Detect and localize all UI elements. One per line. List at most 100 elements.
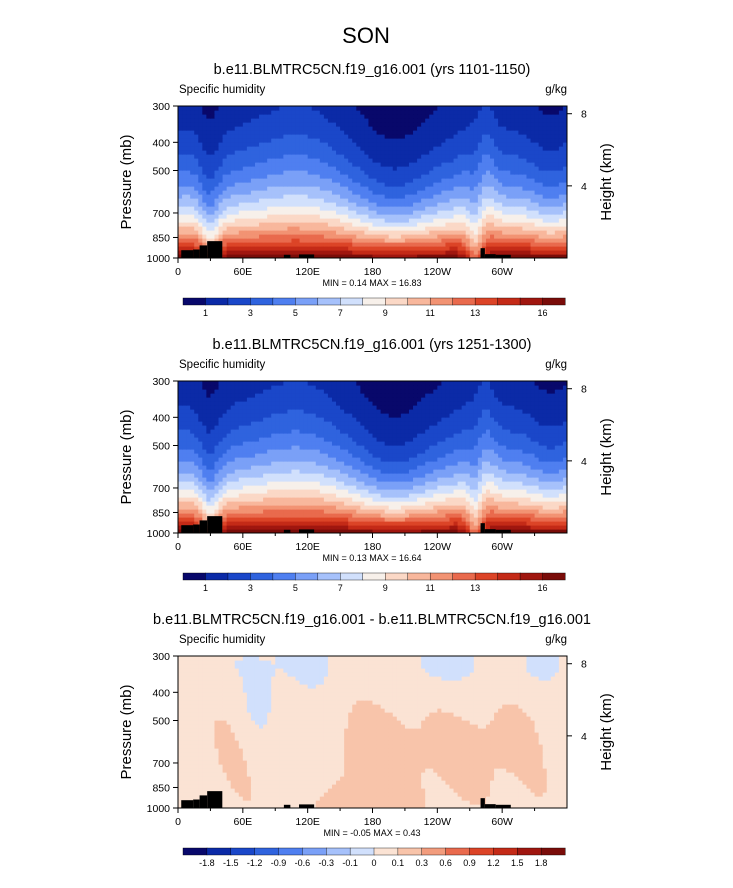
field-cell bbox=[514, 106, 519, 111]
field-cell bbox=[518, 190, 524, 195]
field-cell bbox=[315, 525, 321, 530]
field-cell bbox=[376, 162, 382, 167]
colorbar-swatch bbox=[407, 297, 431, 306]
field-cell bbox=[267, 134, 272, 139]
field-cell bbox=[331, 118, 337, 123]
field-cell bbox=[421, 505, 426, 510]
field-cell bbox=[546, 138, 552, 143]
field-cell bbox=[408, 142, 414, 147]
field-cell bbox=[259, 529, 264, 533]
field-cell bbox=[226, 130, 232, 135]
field-cell bbox=[222, 118, 228, 123]
field-cell bbox=[307, 513, 313, 518]
field-cell bbox=[299, 174, 305, 179]
field-cell bbox=[336, 505, 341, 510]
field-cell bbox=[554, 158, 560, 163]
field-cell bbox=[445, 162, 451, 167]
field-cell bbox=[404, 122, 410, 127]
field-cell bbox=[186, 493, 191, 498]
field-cell bbox=[417, 218, 422, 223]
field-cell bbox=[542, 517, 548, 522]
field-cell bbox=[510, 134, 515, 139]
field-cell bbox=[303, 158, 309, 163]
field-cell bbox=[178, 194, 183, 199]
field-cell bbox=[319, 218, 325, 223]
field-cell bbox=[182, 242, 187, 247]
field-cell bbox=[481, 134, 487, 139]
field-cell bbox=[246, 226, 252, 231]
field-cell bbox=[465, 218, 471, 223]
field-cell bbox=[485, 106, 491, 111]
field-cell bbox=[210, 493, 216, 498]
field-cell bbox=[498, 118, 503, 123]
field-cell bbox=[506, 202, 511, 207]
field-cell bbox=[194, 194, 199, 199]
field-cell bbox=[514, 130, 519, 135]
field-cell bbox=[425, 114, 430, 119]
field-cell bbox=[327, 194, 333, 199]
field-cell bbox=[315, 110, 321, 115]
field-cell bbox=[417, 158, 422, 163]
field-cell bbox=[534, 166, 540, 171]
field-cell bbox=[396, 134, 402, 139]
field-cell bbox=[259, 238, 264, 243]
field-cell bbox=[494, 202, 499, 207]
field-cell bbox=[307, 146, 313, 151]
field-cell bbox=[246, 194, 252, 199]
field-cell bbox=[437, 250, 442, 255]
field-cell bbox=[287, 525, 293, 530]
field-cell bbox=[259, 218, 264, 223]
field-cell bbox=[206, 146, 212, 151]
field-cell bbox=[194, 246, 199, 251]
field-cell bbox=[254, 138, 260, 143]
field-cell bbox=[453, 529, 459, 533]
field-cell bbox=[202, 497, 207, 502]
field-cell bbox=[445, 158, 451, 163]
field-cell bbox=[558, 509, 564, 514]
field-cell bbox=[250, 198, 256, 203]
field-cell bbox=[392, 202, 398, 207]
field-cell bbox=[299, 162, 305, 167]
field-cell bbox=[230, 166, 236, 171]
field-cell bbox=[360, 234, 365, 239]
field-cell bbox=[494, 206, 499, 211]
field-cell bbox=[396, 525, 402, 530]
field-cell bbox=[319, 126, 325, 131]
field-cell bbox=[279, 122, 284, 127]
field-cell bbox=[534, 509, 540, 514]
field-cell bbox=[348, 118, 353, 123]
field-cell bbox=[413, 250, 418, 255]
field-cell bbox=[336, 517, 341, 522]
field-cell bbox=[554, 497, 560, 502]
field-cell bbox=[234, 170, 240, 175]
field-cell bbox=[425, 242, 430, 247]
field-cell bbox=[530, 481, 536, 486]
field-cell bbox=[230, 202, 236, 207]
field-cell bbox=[307, 134, 313, 139]
field-cell bbox=[522, 162, 528, 167]
field-cell bbox=[485, 174, 491, 179]
field-cell bbox=[348, 214, 353, 219]
field-cell bbox=[206, 150, 212, 155]
field-cell bbox=[344, 517, 349, 522]
field-cell bbox=[190, 126, 195, 131]
field-cell bbox=[275, 218, 280, 223]
field-cell bbox=[542, 130, 548, 135]
field-cell bbox=[222, 162, 228, 167]
field-cell bbox=[344, 489, 349, 494]
field-cell bbox=[319, 206, 325, 211]
field-cell bbox=[376, 178, 382, 183]
field-cell bbox=[242, 142, 248, 147]
field-cell bbox=[194, 138, 199, 143]
field-cell bbox=[441, 509, 447, 514]
field-cell bbox=[538, 509, 544, 514]
field-cell bbox=[433, 174, 438, 179]
field-cell bbox=[267, 230, 272, 235]
field-cell bbox=[392, 210, 398, 215]
field-cell bbox=[336, 521, 341, 526]
field-cell bbox=[348, 186, 353, 191]
field-cell bbox=[449, 234, 455, 239]
field-cell bbox=[331, 218, 337, 223]
field-cell bbox=[372, 174, 378, 179]
field-cell bbox=[214, 122, 220, 127]
